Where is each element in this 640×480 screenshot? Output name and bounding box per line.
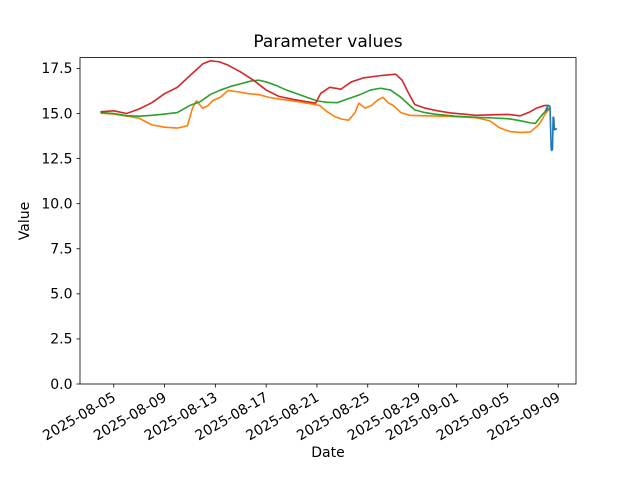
y-tick-label: 5.0 [50,287,72,303]
y-tick-label: 2.5 [50,332,72,348]
x-axis-ticks: 2025-08-052025-08-092025-08-132025-08-17… [40,384,563,444]
y-tick-label: 10.0 [41,196,72,212]
chart-title: Parameter values [253,32,402,52]
axes-frame [79,57,577,385]
series-line-blue [544,104,558,152]
y-axis-label: Value [17,202,33,240]
y-axis-ticks: 0.0 2.5 5.0 7.5 10.0 12.5 15.0 17.5 [41,61,80,393]
series-line-orange [100,89,551,134]
series-line-red [100,60,549,117]
y-tick-label: 17.5 [41,61,72,77]
y-tick-label: 15.0 [41,106,72,122]
y-tick-label: 12.5 [41,151,72,167]
x-axis-label: Date [311,445,344,461]
series-lines [100,60,558,152]
y-tick-label: 0.0 [50,377,72,393]
y-tick-label: 7.5 [50,242,72,258]
series-line-green [100,79,551,125]
